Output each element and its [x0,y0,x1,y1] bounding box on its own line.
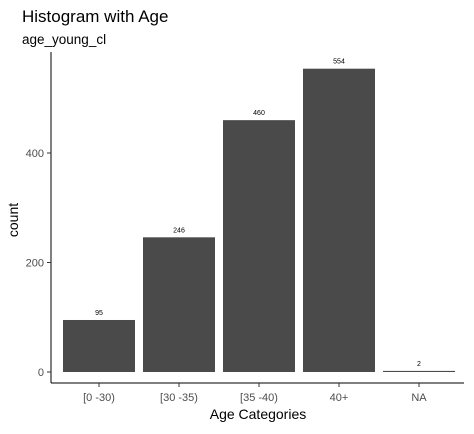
x-tick-label-2: [35 -40) [240,392,278,404]
bar-1 [143,237,215,372]
x-tick-label-4: NA [411,392,427,404]
bar-3 [303,68,375,372]
plot-area: 95 246 460 554 2 [63,59,455,373]
bar-2 [223,120,295,373]
bar-4 [383,370,455,372]
bar-value-label-3: 554 [333,59,345,66]
chart-subtitle: age_young_cl [22,32,106,47]
bar-value-label-2: 460 [253,110,265,117]
chart-title: Histogram with Age [22,7,168,26]
y-tick-label-2: 400 [26,148,44,160]
bar-value-label-4: 2 [417,361,421,368]
y-tick-label-0: 0 [38,367,44,379]
x-tick-label-3: 40+ [330,392,349,404]
x-axis-ticks: [0 -30) [30 -35) [35 -40) 40+ NA [83,383,427,404]
y-tick-label-1: 200 [26,258,44,270]
x-tick-label-0: [0 -30) [83,392,115,404]
y-axis-ticks: 0 200 400 [26,148,51,379]
bar-value-label-1: 246 [173,227,185,234]
bar-0 [63,319,135,372]
bar-value-label-0: 95 [95,310,103,317]
x-axis-label: Age Categories [210,406,307,422]
x-tick-label-1: [30 -35) [160,392,198,404]
y-axis-label: count [5,203,21,237]
